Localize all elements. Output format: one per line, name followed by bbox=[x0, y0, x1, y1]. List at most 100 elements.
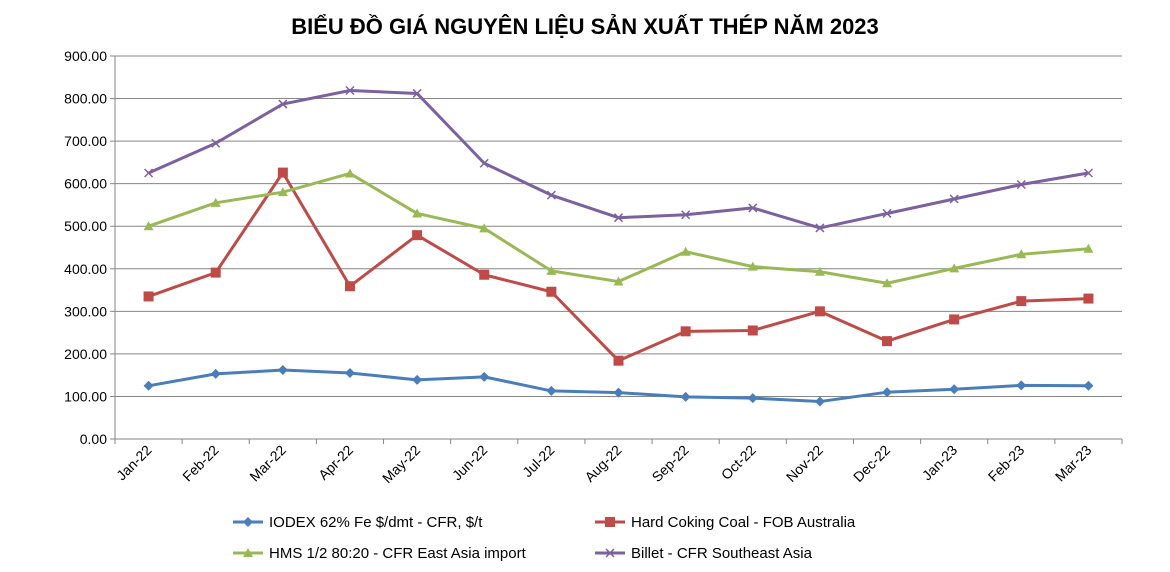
data-point-diamond bbox=[243, 517, 253, 527]
legend-item: IODEX 62% Fe $/dmt - CFR, $/t bbox=[233, 514, 483, 531]
data-point-x-stroke bbox=[479, 158, 489, 168]
legend-label: Hard Coking Coal - FOB Australia bbox=[631, 514, 856, 531]
data-point-diamond bbox=[1083, 380, 1094, 391]
y-tick-label: 100.00 bbox=[64, 388, 107, 404]
data-point-diamond bbox=[882, 387, 893, 398]
data-point-triangle bbox=[1016, 249, 1027, 259]
data-point-square bbox=[882, 336, 893, 347]
data-point-x-stroke bbox=[681, 210, 691, 220]
data-point-x bbox=[605, 548, 615, 558]
data-point-x bbox=[278, 99, 288, 109]
data-point-x bbox=[412, 88, 422, 98]
data-point-x bbox=[1016, 179, 1026, 190]
data-point-square bbox=[143, 291, 154, 302]
data-point-triangle bbox=[210, 197, 221, 207]
data-point-square bbox=[546, 286, 557, 297]
data-point-triangle bbox=[1083, 243, 1094, 253]
data-point-triangle bbox=[747, 261, 758, 271]
data-point-x bbox=[546, 190, 556, 200]
data-point-triangle bbox=[344, 168, 355, 178]
x-tick-label: Mar-22 bbox=[246, 442, 289, 485]
y-tick-label: 500.00 bbox=[64, 218, 107, 234]
data-point-triangle bbox=[949, 263, 960, 273]
data-point-triangle bbox=[412, 208, 423, 218]
data-point-x bbox=[882, 208, 892, 218]
data-point-diamond bbox=[680, 391, 691, 402]
legend-label: IODEX 62% Fe $/dmt - CFR, $/t bbox=[269, 514, 483, 531]
x-tick-labels: Jan-22 Feb-22 Mar-22 Apr-22 May-22 Jun-22 Jul-… bbox=[113, 442, 1095, 486]
x-tick-label: Nov-22 bbox=[783, 442, 826, 485]
data-point-diamond bbox=[1016, 380, 1027, 391]
series-1 bbox=[143, 365, 1094, 407]
x-tick-label: Mar-23 bbox=[1052, 442, 1095, 485]
data-point-diamond bbox=[747, 393, 758, 404]
data-point-triangle bbox=[277, 187, 288, 197]
y-tick-label: 0.00 bbox=[80, 431, 107, 447]
axes bbox=[110, 55, 1123, 444]
x-tick-label: Jul-22 bbox=[519, 442, 557, 480]
data-point-x bbox=[1083, 168, 1093, 178]
data-point-diamond bbox=[412, 374, 423, 385]
data-point-triangle bbox=[243, 548, 253, 557]
data-point-triangle bbox=[143, 221, 154, 231]
series-4 bbox=[144, 85, 1093, 233]
data-point-diamond bbox=[210, 368, 221, 379]
data-point-diamond bbox=[949, 384, 960, 395]
data-point-x bbox=[479, 158, 489, 168]
legend: IODEX 62% Fe $/dmt - CFR, $/t Hard Coking… bbox=[233, 514, 856, 562]
x-tick-label: Sep-22 bbox=[649, 442, 692, 485]
x-tick-label: Jun-22 bbox=[449, 442, 491, 484]
x-tick-label: Aug-22 bbox=[581, 442, 624, 485]
legend-label: Billet - CFR Southeast Asia bbox=[631, 545, 813, 562]
data-point-diamond bbox=[479, 371, 490, 382]
data-point-triangle bbox=[613, 276, 624, 286]
series-line bbox=[147, 88, 1089, 230]
legend-item: Hard Coking Coal - FOB Australia bbox=[595, 514, 856, 531]
data-point-x bbox=[345, 85, 355, 96]
data-point-x-stroke bbox=[144, 168, 154, 178]
data-point-triangle bbox=[546, 265, 557, 275]
y-tick-label: 200.00 bbox=[64, 346, 107, 362]
data-point-x bbox=[949, 194, 959, 204]
data-point-x bbox=[613, 213, 624, 223]
data-point-diamond bbox=[277, 365, 288, 376]
data-point-x-stroke bbox=[949, 194, 959, 204]
data-point-square bbox=[1083, 293, 1094, 304]
data-point-square bbox=[949, 314, 960, 325]
data-point-square bbox=[479, 269, 490, 280]
x-tick-label: Oct-22 bbox=[718, 442, 759, 483]
series-2 bbox=[143, 167, 1094, 366]
data-point-triangle bbox=[814, 266, 825, 276]
y-tick-label: 400.00 bbox=[64, 261, 107, 277]
x-tick-label: Jan-22 bbox=[113, 442, 155, 484]
data-point-x-stroke bbox=[605, 548, 615, 558]
legend-item: HMS 1/2 80:20 - CFR East Asia import bbox=[233, 545, 527, 562]
data-point-triangle bbox=[882, 278, 893, 288]
data-point-diamond bbox=[613, 387, 624, 398]
data-point-square bbox=[680, 326, 691, 337]
x-tick-label: Feb-22 bbox=[179, 442, 222, 485]
x-tick-label: Dec-22 bbox=[850, 442, 893, 485]
series-line bbox=[148, 171, 1089, 285]
data-point-square bbox=[747, 325, 758, 336]
data-point-square bbox=[344, 281, 355, 292]
data-point-x-stroke bbox=[1016, 179, 1026, 190]
data-point-x bbox=[144, 168, 154, 178]
x-tick-label: Apr-22 bbox=[315, 442, 356, 483]
data-point-x-stroke bbox=[546, 190, 556, 200]
data-point-diamond bbox=[344, 368, 355, 379]
data-point-x bbox=[815, 223, 825, 233]
grid-lines bbox=[115, 55, 1122, 397]
data-point-triangle bbox=[479, 223, 490, 233]
data-point-square bbox=[613, 355, 624, 366]
data-point-square bbox=[412, 230, 423, 241]
data-point-square bbox=[277, 167, 288, 178]
y-tick-label: 600.00 bbox=[64, 176, 107, 192]
data-point-x-stroke bbox=[211, 138, 221, 148]
series-group bbox=[143, 85, 1094, 407]
data-point-x-stroke bbox=[882, 208, 892, 218]
data-point-x-stroke bbox=[412, 88, 422, 98]
y-tick-label: 700.00 bbox=[64, 133, 107, 149]
data-point-x-stroke bbox=[815, 223, 825, 233]
